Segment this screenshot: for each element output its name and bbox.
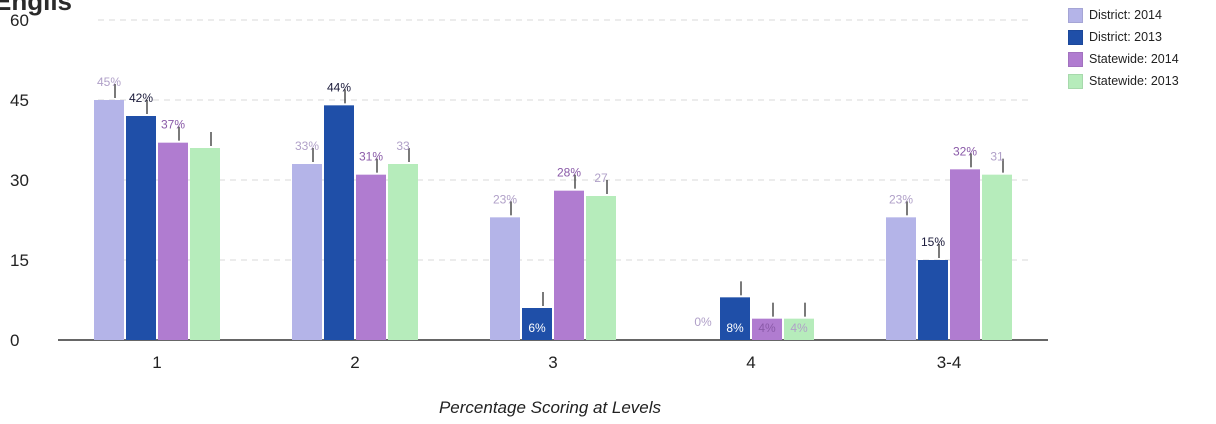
y-tick-label: 15 xyxy=(10,251,29,270)
y-tick-label: 60 xyxy=(10,11,29,30)
x-tick-label: 4 xyxy=(746,353,755,372)
bar xyxy=(490,217,520,340)
y-tick-label: 45 xyxy=(10,91,29,110)
data-label: 37% xyxy=(161,118,185,132)
bar xyxy=(522,308,552,340)
y-tick-label: 0 xyxy=(10,331,19,350)
data-label: 42% xyxy=(129,91,153,105)
legend-item: District: 2013 xyxy=(1068,26,1179,48)
legend-swatch xyxy=(1068,29,1083,45)
legend-label: Statewide: 2014 xyxy=(1089,52,1179,66)
bar xyxy=(94,100,124,340)
bar xyxy=(356,174,386,340)
data-label: 4% xyxy=(758,321,776,335)
x-tick-label: 3 xyxy=(548,353,557,372)
data-label: 27 xyxy=(594,171,608,185)
bar xyxy=(720,297,750,340)
data-label: 23% xyxy=(889,192,913,206)
x-axis-label: Percentage Scoring at Levels xyxy=(438,398,662,417)
legend-swatch xyxy=(1068,7,1083,23)
data-label: 4% xyxy=(790,321,808,335)
data-label: 44% xyxy=(327,80,351,94)
x-tick-label: 2 xyxy=(350,353,359,372)
data-label: 31 xyxy=(990,150,1004,164)
x-tick-label: 1 xyxy=(152,353,161,372)
data-label: 45% xyxy=(97,75,121,89)
legend-item: Statewide: 2014 xyxy=(1068,48,1179,70)
bar xyxy=(126,116,156,340)
data-label: 6% xyxy=(528,321,546,335)
legend-swatch xyxy=(1068,73,1083,89)
bar xyxy=(292,164,322,340)
bar xyxy=(586,196,616,340)
data-label: 8% xyxy=(726,321,744,335)
bar xyxy=(886,217,916,340)
chart-title: Englis xyxy=(0,0,73,16)
bar xyxy=(918,260,948,340)
legend-label: District: 2014 xyxy=(1089,8,1162,22)
data-label: 28% xyxy=(557,166,581,180)
y-tick-label: 30 xyxy=(10,171,29,190)
data-label: 31% xyxy=(359,150,383,164)
data-label: 32% xyxy=(953,144,977,158)
bar xyxy=(388,164,418,340)
legend-item: District: 2014 xyxy=(1068,4,1179,26)
chart-legend: District: 2014 District: 2013 Statewide: 2… xyxy=(1068,4,1179,92)
bar xyxy=(190,148,220,340)
bar xyxy=(950,169,980,340)
data-label: 33 xyxy=(396,139,410,153)
legend-label: District: 2013 xyxy=(1089,30,1162,44)
data-label: 33% xyxy=(295,139,319,153)
x-tick-label: 3-4 xyxy=(937,353,962,372)
bar xyxy=(784,318,814,340)
data-label: 15% xyxy=(921,235,945,249)
bar xyxy=(554,190,584,340)
data-label: 0% xyxy=(694,315,712,329)
bar xyxy=(752,318,782,340)
bar xyxy=(324,105,354,340)
legend-label: Statewide: 2013 xyxy=(1089,74,1179,88)
legend-item: Statewide: 2013 xyxy=(1068,70,1179,92)
bar xyxy=(158,142,188,340)
bar xyxy=(982,174,1012,340)
data-label: 23% xyxy=(493,192,517,206)
legend-swatch xyxy=(1068,51,1083,67)
